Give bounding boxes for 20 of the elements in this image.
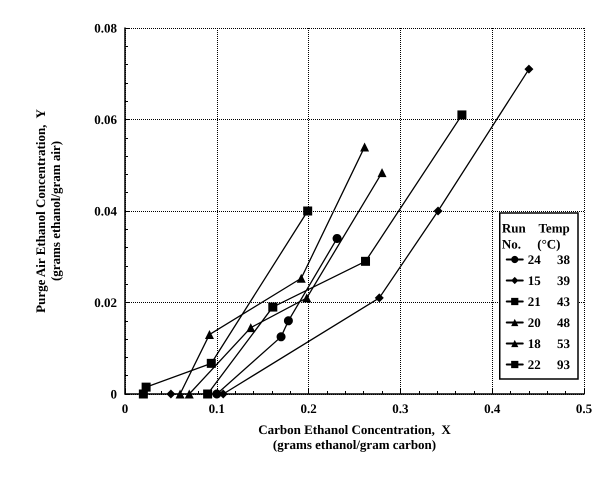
legend-label: 18 53 [528, 336, 570, 351]
x-tick-label: 0.2 [300, 401, 317, 416]
x-tick-label: 0.4 [484, 401, 501, 416]
legend-label: 22 93 [528, 357, 570, 372]
y-tick-label: 0.08 [94, 20, 118, 36]
legend-label: 15 39 [528, 273, 570, 288]
legend-label: 21 43 [528, 294, 570, 309]
x-tick-label: 0 [122, 401, 128, 416]
y-axis-title: Purge Air Ethanol Concentration, Y (grams ethanol/gram air) [33, 108, 63, 313]
legend-label: 20 48 [528, 315, 570, 330]
x-axis-title: Carbon Ethanol Concentration, X (grams ethanol/gram carbon) [258, 422, 452, 452]
legend-label: 24 38 [528, 252, 570, 267]
x-tick-label: 0.3 [392, 401, 410, 416]
y-tick-label: 0.02 [94, 295, 117, 310]
legend-title: Run Temp No. (°C) [502, 220, 570, 252]
x-tick-label: 0.1 [208, 401, 225, 416]
y-tick-label: 0 [110, 386, 117, 402]
x-tick-label: 0.5 [576, 401, 593, 416]
y-tick-label: 0.06 [94, 112, 118, 127]
y-tick-label: 0.04 [94, 204, 118, 218]
